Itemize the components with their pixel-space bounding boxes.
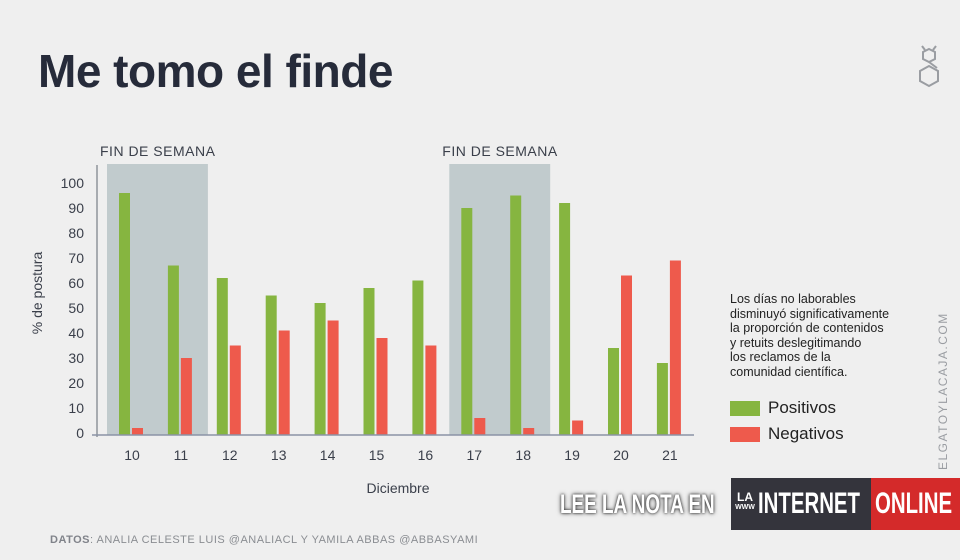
y-tick-label: 10 (68, 400, 84, 416)
negativos-bar-14 (327, 320, 339, 435)
y-tick-label: 80 (68, 225, 84, 241)
positivos-bar-20 (608, 348, 619, 435)
negativos-bar-21 (669, 260, 681, 435)
credits-text: : ANALIA CELESTE LUIS @ANALIACL Y YAMILA… (90, 534, 479, 546)
page-title: Me tomo el finde (38, 45, 393, 97)
x-tick-label: 12 (222, 447, 238, 463)
legend-label: Negativos (768, 424, 844, 443)
weekend-band-label: FIN DE SEMANA (100, 143, 216, 159)
note-line: Los días no laborables (730, 292, 856, 306)
note-line: disminuyó significativamente (730, 306, 890, 321)
la-internet-online-banner[interactable]: LA WWW INTERNET ONLINE (731, 478, 960, 530)
banner-la-text: LA (737, 490, 753, 504)
note-line: la proporción de contenidos (730, 321, 884, 335)
x-tick-label: 20 (613, 447, 629, 463)
x-tick-label: 21 (662, 447, 678, 463)
negativos-bar-13 (278, 330, 290, 435)
y-tick-label: 40 (68, 325, 84, 341)
watermark: ELGATOYLACAJA.COM (936, 312, 950, 470)
negativos-bar-17 (474, 418, 486, 435)
y-tick-label: 70 (68, 250, 84, 266)
legend-swatch-green (730, 400, 760, 416)
x-axis-label: Diciembre (366, 480, 429, 496)
positivos-bar-17 (461, 208, 473, 435)
negativos-bar-18 (523, 428, 535, 435)
negativos-bar-19 (572, 420, 584, 435)
y-tick-label: 30 (68, 350, 84, 366)
x-tick-label: 11 (174, 447, 189, 463)
negativos-bar-12 (229, 345, 241, 435)
y-tick-label: 0 (76, 425, 84, 441)
positivos-bar-11 (167, 265, 179, 435)
note-line: comunidad científica. (730, 364, 848, 379)
x-tick-label: 16 (418, 447, 434, 463)
negativos-bar-16 (425, 345, 437, 435)
note-line: los reclamos de la (730, 350, 831, 364)
positivos-bar-16 (412, 280, 424, 435)
positivos-bar-10 (119, 193, 130, 435)
bar-chart: FIN DE SEMANA FIN DE SEMANA 0 10 20 30 40 50 60… (29, 143, 694, 496)
banner-internet-text: INTERNET (758, 487, 860, 520)
legend-item-negativos: Negativos (730, 424, 844, 444)
positivos-bar-14 (314, 303, 326, 435)
negativos-bar-11 (180, 358, 192, 435)
cta-text[interactable]: LEE LA NOTA EN (560, 489, 715, 519)
y-tick-label: 100 (61, 175, 85, 191)
x-tick-label: 18 (515, 447, 531, 463)
positivos-bar-19 (559, 203, 571, 435)
annotation-note: Los días no laborables disminuyó signifi… (730, 292, 925, 379)
x-tick-label: 15 (369, 447, 385, 463)
y-tick-label: 90 (68, 200, 84, 216)
data-credits: DATOS: ANALIA CELESTE LUIS @ANALIACL Y Y… (50, 534, 478, 546)
y-tick-label: 50 (68, 300, 84, 316)
banner-www-text: WWW (735, 504, 755, 511)
negativos-bar-15 (376, 338, 388, 435)
x-tick-label: 19 (564, 447, 580, 463)
negativos-bar-10 (132, 428, 143, 435)
banner-online[interactable]: ONLINE (871, 478, 960, 530)
legend-item-positivos: Positivos (730, 398, 836, 418)
credits-label: DATOS (50, 534, 90, 546)
x-tick-label: 14 (320, 447, 336, 463)
legend-swatch-red (730, 426, 760, 442)
y-tick-label: 60 (68, 275, 84, 291)
x-tick-label: 10 (124, 447, 140, 463)
legend-label: Positivos (768, 398, 837, 417)
weekend-band-label: FIN DE SEMANA (442, 143, 558, 159)
banner-online-text: ONLINE (875, 487, 953, 520)
note-line: y retuits deslegitimando (730, 335, 862, 350)
positivos-bar-18 (510, 195, 522, 435)
positivos-bar-15 (363, 288, 375, 435)
banner-internet[interactable]: LA WWW INTERNET (731, 478, 871, 530)
cat-logo-icon (912, 40, 946, 95)
positivos-bar-21 (656, 363, 668, 435)
y-tick-label: 20 (68, 375, 84, 391)
y-axis-label: % de postura (29, 252, 45, 335)
x-tick-label: 13 (271, 447, 287, 463)
banner-la: LA WWW (735, 491, 755, 512)
positivos-bar-12 (216, 278, 228, 435)
x-tick-label: 17 (467, 447, 483, 463)
negativos-bar-20 (621, 275, 632, 435)
positivos-bar-13 (265, 295, 277, 435)
